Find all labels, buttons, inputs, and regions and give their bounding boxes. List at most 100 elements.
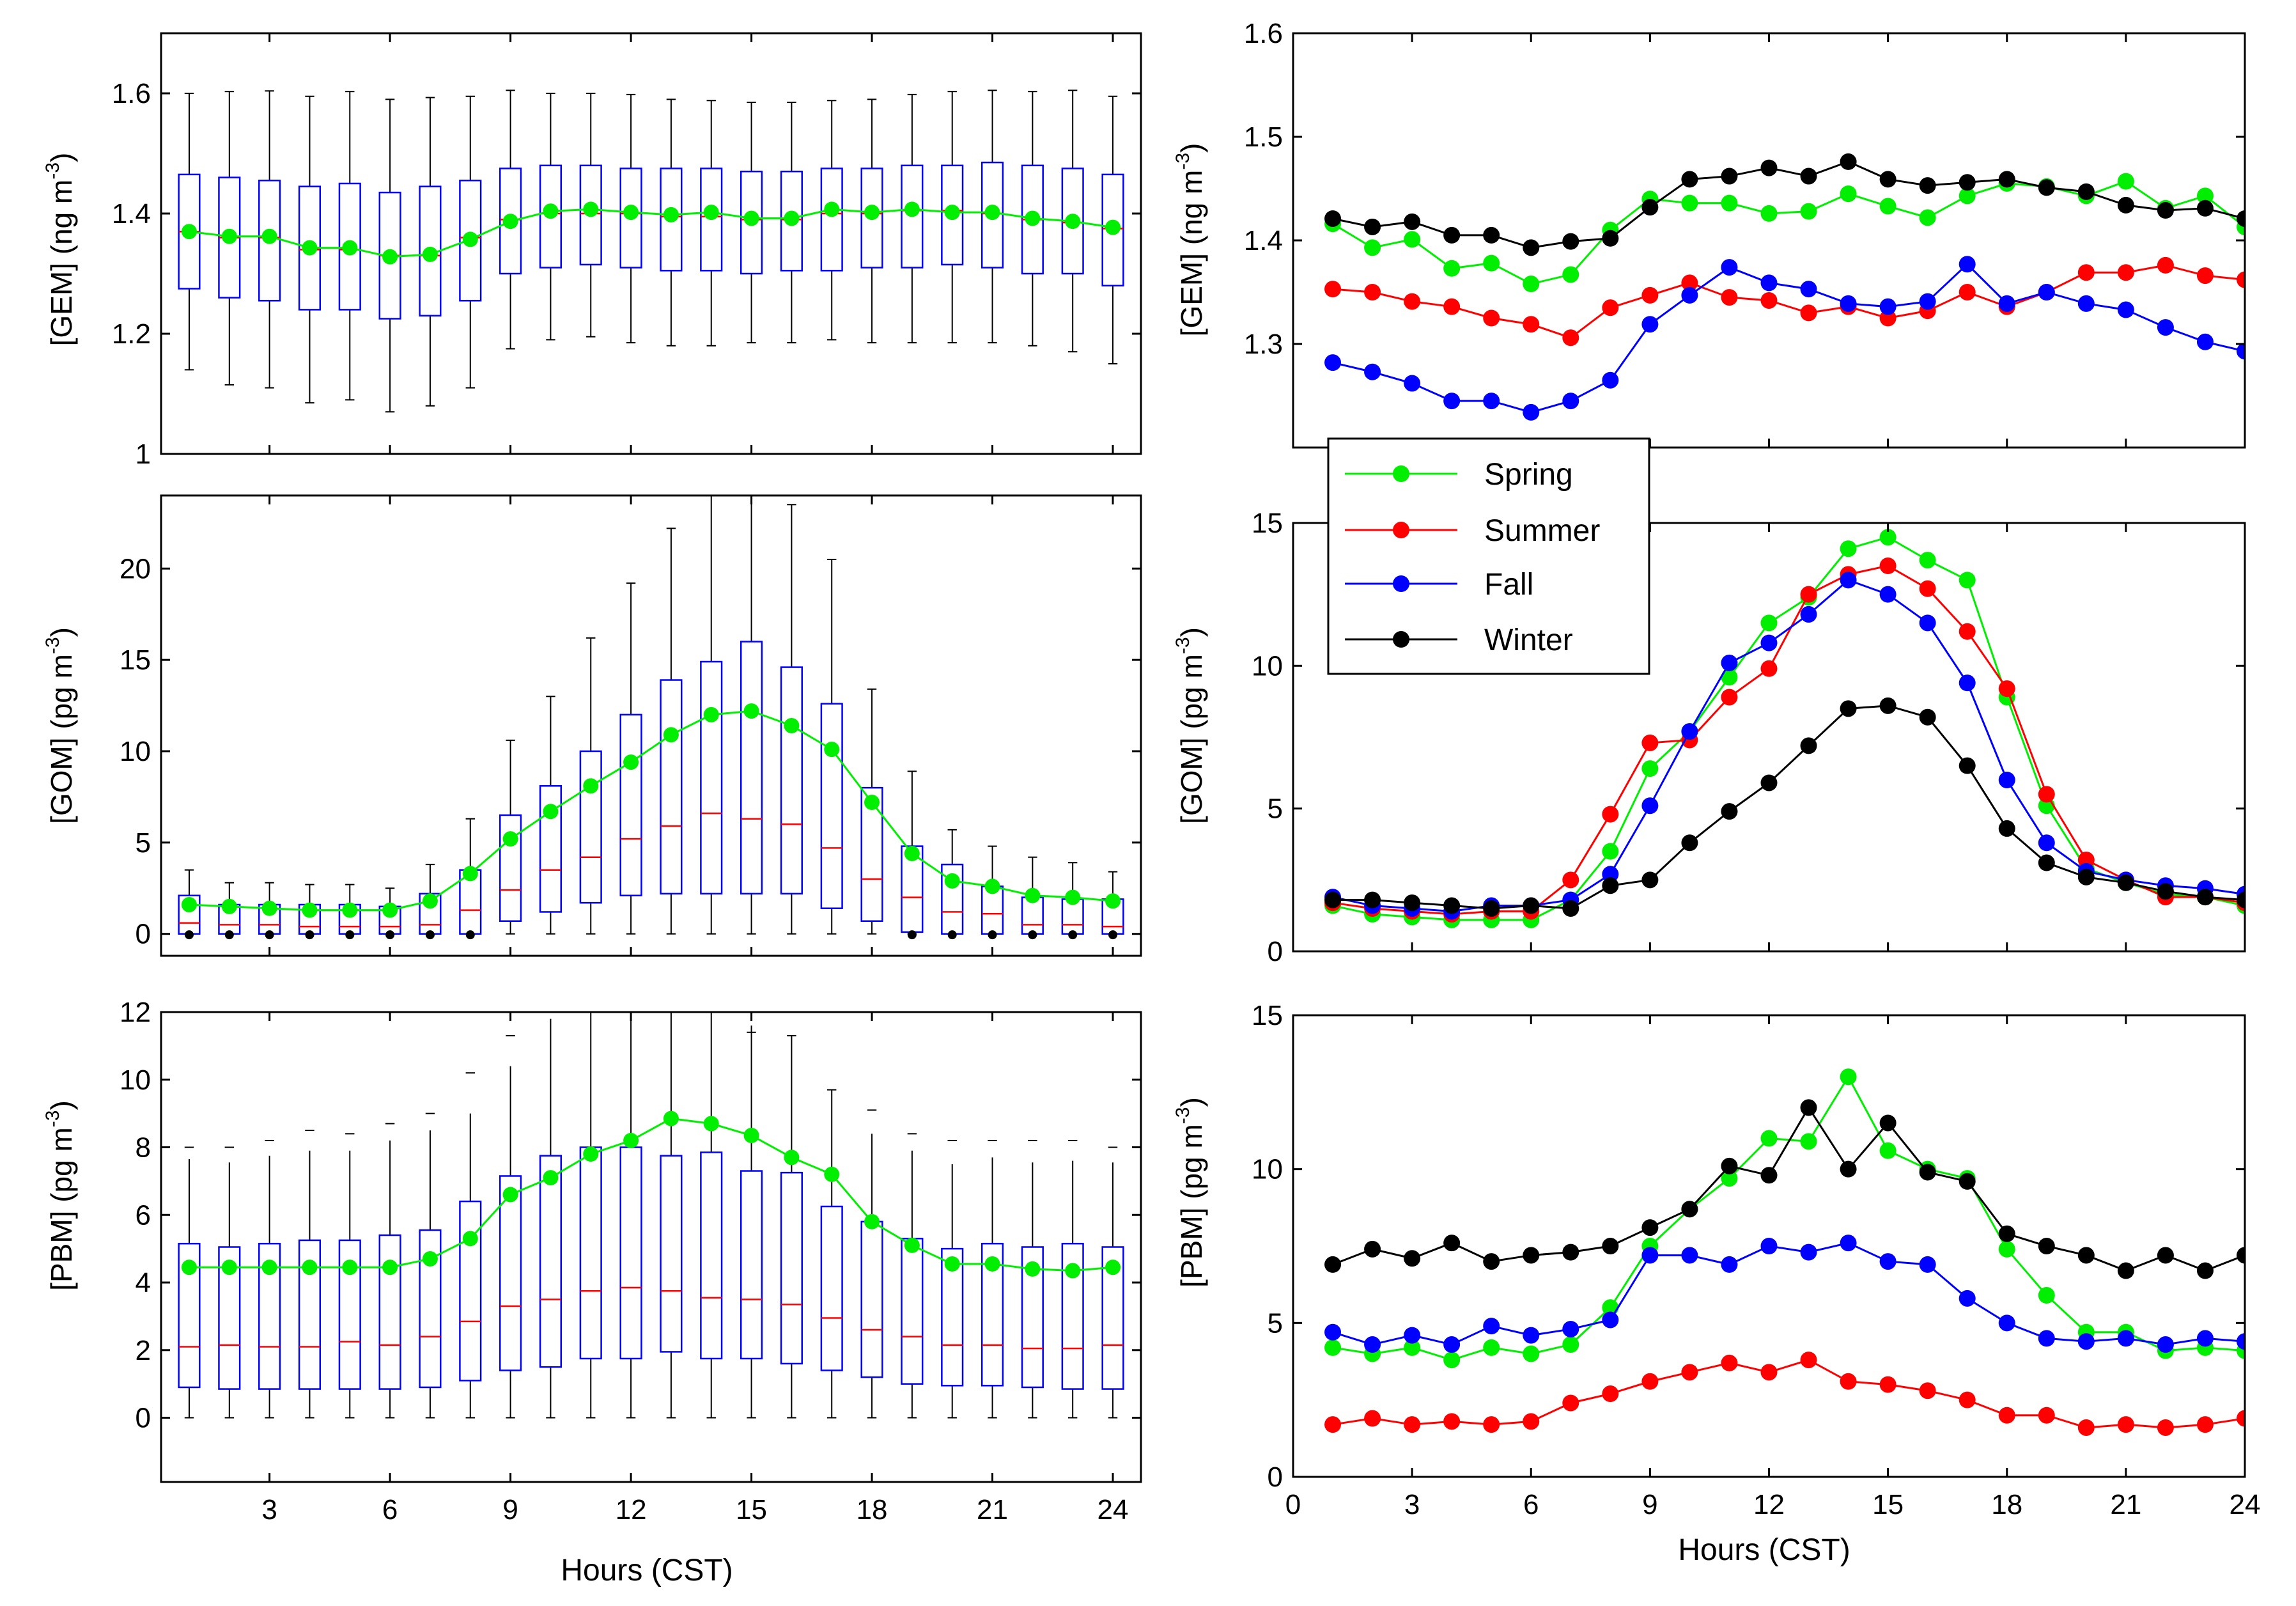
series-point-summer: [1641, 1373, 1659, 1390]
box-iqr: [901, 1238, 924, 1385]
series-point-winter: [1562, 1243, 1579, 1261]
y-tick-label: 0: [136, 1403, 151, 1434]
plot-area-gem_box: [178, 90, 1124, 413]
series-point-spring: [1879, 529, 1897, 546]
series-point-fall: [1919, 293, 1936, 310]
mean-point: [703, 706, 719, 722]
outlier-point: [907, 930, 917, 940]
y-label-gem-right: [GEM] (ng m-3): [1172, 143, 1208, 337]
box-iqr: [579, 1146, 602, 1360]
box-iqr: [258, 180, 281, 302]
series-point-fall: [1523, 403, 1540, 421]
box-iqr: [660, 168, 683, 272]
series-point-summer: [2157, 1419, 2174, 1436]
series-point-winter: [1443, 1235, 1461, 1252]
series-point-spring: [1523, 1345, 1540, 1362]
series-point-fall: [1404, 1327, 1421, 1344]
mean-point: [422, 1251, 438, 1267]
series-point-winter: [1404, 1250, 1421, 1267]
series-point-summer: [2196, 267, 2214, 285]
mean-point: [462, 866, 478, 882]
series-point-spring: [1919, 552, 1936, 569]
box-iqr: [218, 1246, 241, 1390]
outlier-point: [1028, 930, 1037, 940]
series-point-winter: [1641, 871, 1659, 889]
series-point-summer: [1959, 1391, 1976, 1408]
series-point-winter: [1602, 230, 1619, 247]
series-point-fall: [1443, 1336, 1461, 1353]
series-point-spring: [1602, 843, 1619, 860]
series-point-winter: [1840, 153, 1857, 170]
mean-point: [984, 878, 1000, 894]
legend-box: [1327, 437, 1650, 675]
legend-marker-winter: [1393, 631, 1409, 648]
outlier-point: [224, 930, 234, 940]
box-iqr: [499, 814, 522, 922]
series-point-winter: [1602, 1238, 1619, 1254]
series-point-fall: [1959, 1290, 1976, 1307]
mean-line: [189, 208, 1113, 258]
series-point-fall: [1324, 1323, 1342, 1341]
series-point-winter: [2117, 1262, 2134, 1279]
series-point-winter: [2157, 1247, 2174, 1264]
series-point-fall: [1879, 1253, 1897, 1270]
series-point-spring: [1840, 1068, 1857, 1086]
box-iqr: [459, 1200, 482, 1382]
y-tick-label: 15: [120, 644, 151, 676]
series-point-summer: [1602, 806, 1619, 823]
y-tick-label: 20: [120, 553, 151, 584]
series-point-winter: [1998, 171, 2015, 188]
series-point-winter: [1483, 1253, 1500, 1270]
outlier-point: [465, 930, 475, 940]
series-point-fall: [2196, 333, 2214, 350]
series-point-spring: [1324, 1339, 1342, 1356]
x-label-right: Hours (CST): [1678, 1533, 1850, 1567]
series-point-winter: [1959, 1173, 1976, 1190]
box-iqr: [941, 1247, 964, 1387]
series-point-winter: [1998, 1225, 2015, 1242]
series-point-fall: [2038, 1330, 2055, 1347]
box-iqr: [981, 161, 1004, 269]
series-point-spring: [1840, 540, 1857, 557]
series-point-fall: [1760, 634, 1778, 651]
legend-label-spring: Spring: [1484, 458, 1573, 492]
series-point-winter: [1641, 1219, 1659, 1236]
legend-marker-summer: [1393, 522, 1409, 538]
mean-point: [583, 201, 599, 217]
box-iqr: [860, 168, 883, 269]
series-point-fall: [1602, 1311, 1619, 1329]
series-point-fall: [1840, 295, 1857, 312]
series-point-winter: [2117, 874, 2134, 891]
box-iqr: [619, 168, 642, 269]
x-tick-label: 18: [1991, 1489, 2022, 1520]
series-point-summer: [1721, 1354, 1738, 1371]
series-point-summer: [1562, 1394, 1579, 1412]
y-tick-label: 1.5: [1244, 121, 1283, 153]
series-point-spring: [1443, 1352, 1461, 1369]
box-iqr: [579, 164, 602, 266]
series-point-fall: [1998, 772, 2015, 788]
mean-point: [743, 703, 759, 719]
outlier-point: [184, 930, 194, 940]
mean-point: [703, 1116, 719, 1132]
series-point-spring: [1879, 1142, 1897, 1159]
series-point-winter: [1681, 171, 1698, 188]
series-point-spring: [1760, 205, 1778, 222]
box-iqr: [660, 679, 683, 895]
mean-point: [1105, 893, 1121, 909]
series-point-winter: [1443, 897, 1461, 914]
series-point-winter: [2157, 883, 2174, 900]
series-point-fall: [1602, 866, 1619, 883]
series-point-spring: [1800, 1133, 1817, 1150]
x-tick-label: 3: [1404, 1489, 1420, 1520]
box-iqr: [539, 1155, 562, 1368]
box-iqr: [258, 1242, 281, 1390]
x-tick-label: 24: [1098, 1494, 1129, 1525]
y-tick-label: 1.3: [1244, 329, 1283, 360]
series-point-winter: [1840, 1160, 1857, 1178]
x-tick-label: 21: [2110, 1489, 2141, 1520]
x-tick-label: 0: [1285, 1489, 1301, 1520]
mean-point: [944, 873, 960, 889]
mean-point: [1065, 889, 1081, 905]
mean-point: [302, 1259, 318, 1275]
